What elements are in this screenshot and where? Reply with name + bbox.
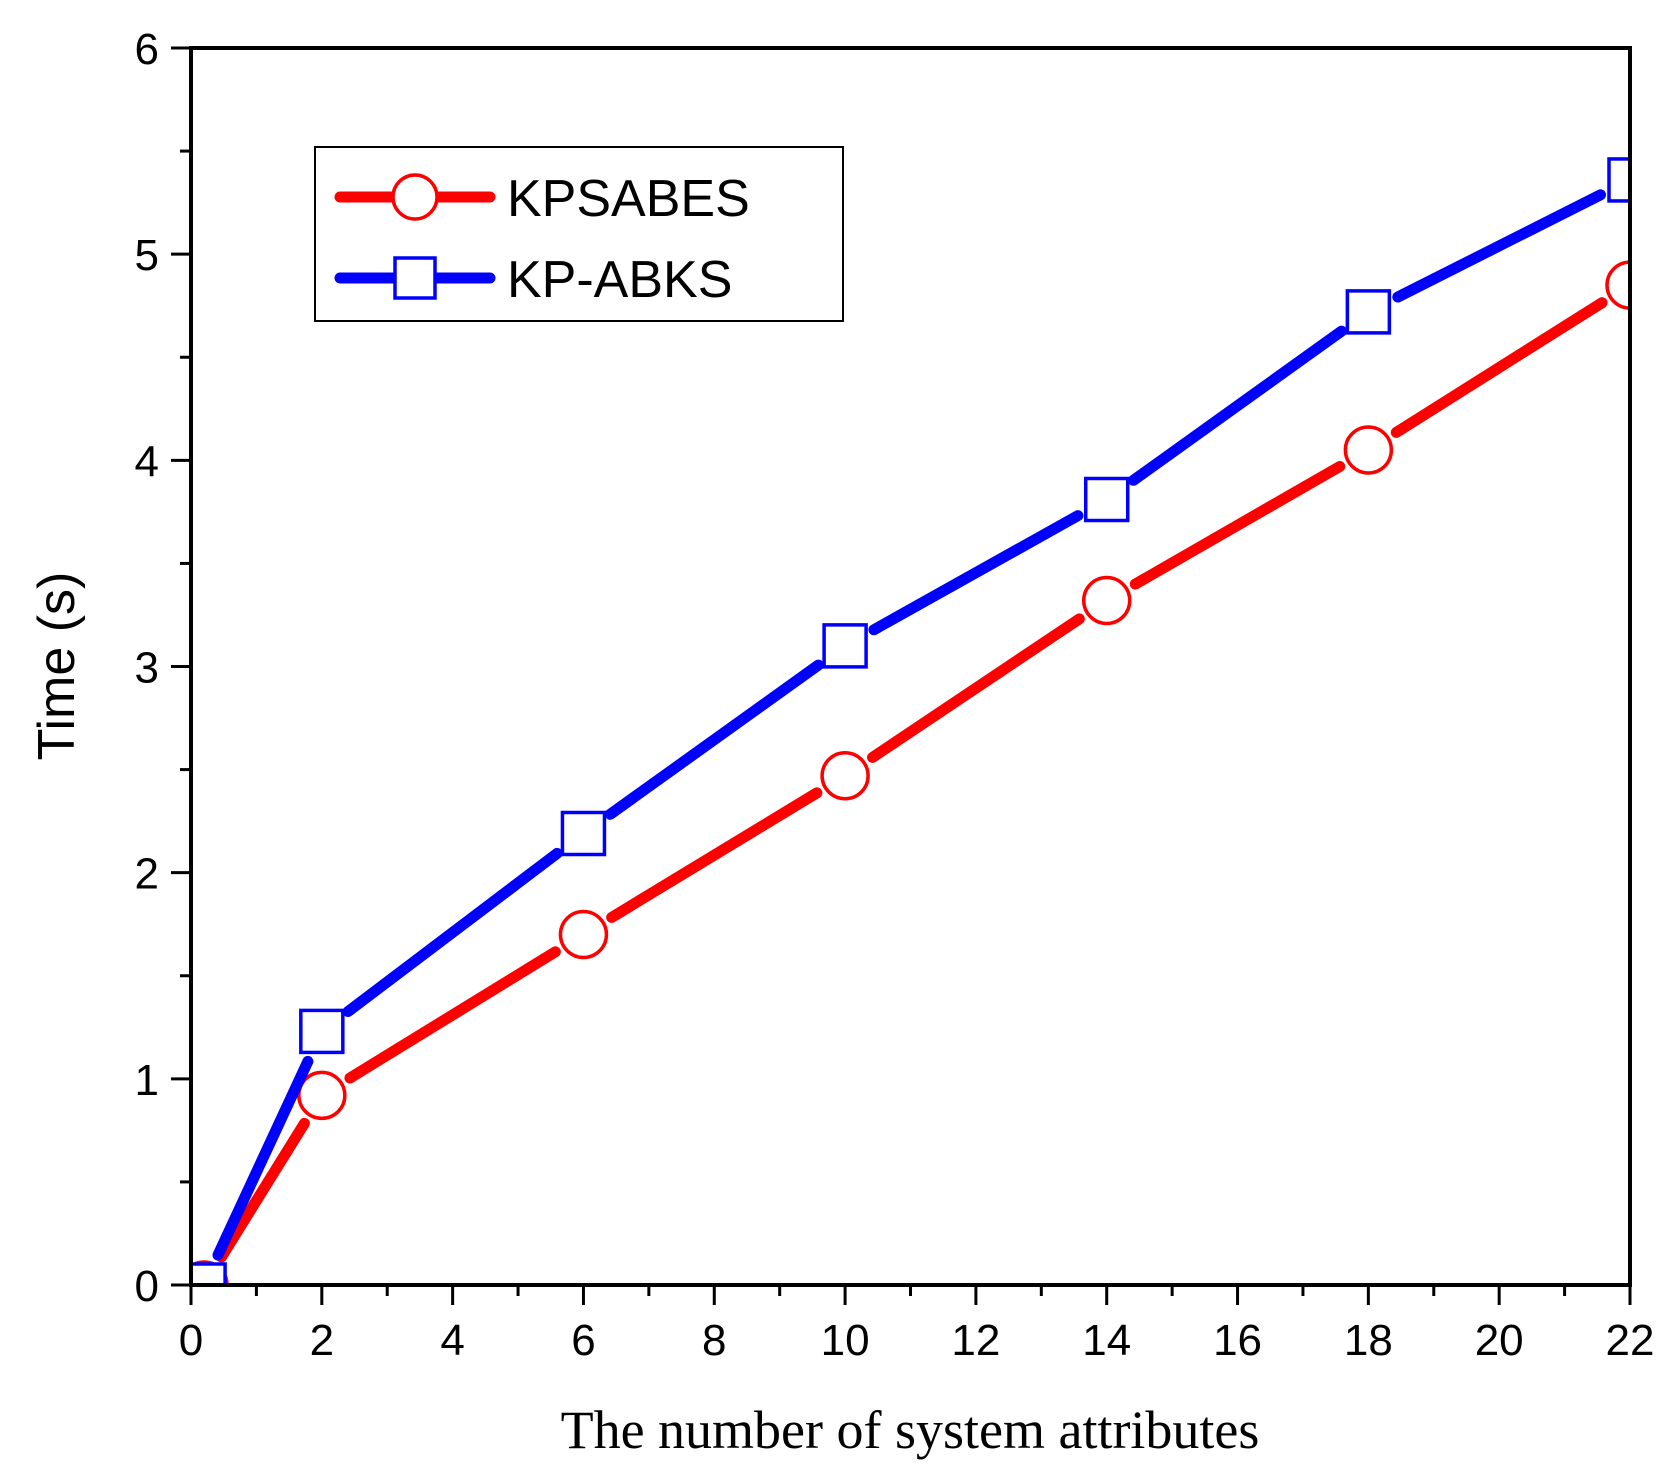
x-tick-label: 22 [1606, 1316, 1655, 1365]
y-tick-label: 5 [135, 231, 159, 280]
y-tick-label: 1 [135, 1056, 159, 1105]
data-point-square [1345, 289, 1392, 335]
y-tick-label: 2 [135, 850, 159, 899]
data-point-circle [297, 1070, 347, 1121]
x-tick-label: 14 [1082, 1316, 1131, 1365]
series-line-segment [215, 1117, 310, 1263]
data-point-circle [820, 751, 870, 801]
data-point-square [1607, 157, 1630, 203]
data-point-square [560, 810, 607, 857]
data-point-square [822, 623, 868, 669]
x-tick-label: 8 [702, 1316, 726, 1365]
y-tick-label: 4 [135, 437, 159, 486]
data-point-circle [1343, 425, 1394, 475]
x-tick-label: 4 [440, 1316, 464, 1365]
series-layer [191, 157, 1630, 1285]
data-point-square [299, 1008, 345, 1055]
y-tick-label: 0 [135, 1262, 159, 1311]
series-line-segment [867, 613, 1085, 763]
x-tick-label: 2 [310, 1316, 334, 1365]
series-line-segment [1129, 460, 1346, 590]
series-line-segment [604, 659, 824, 820]
series-line-segment [1390, 297, 1608, 438]
series-line-segment [344, 946, 561, 1084]
series-kp-abks [191, 157, 1630, 1285]
data-point-circle [558, 909, 609, 960]
y-axis-label: Time (s) [28, 572, 86, 761]
data-point-square [191, 1262, 227, 1285]
series-line-segment [212, 1055, 314, 1261]
legend: KPSABES KP-ABKS [314, 146, 844, 322]
legend-label-kp-abks: KP-ABKS [507, 251, 732, 309]
legend-label-kpsabes: KPSABES [507, 170, 750, 228]
legend-marker-square [393, 256, 437, 300]
x-tick-label: 12 [951, 1316, 1000, 1365]
x-tick-label: 0 [179, 1316, 203, 1365]
x-tick-label: 18 [1344, 1316, 1393, 1365]
y-tick-label: 6 [135, 25, 159, 74]
x-tick-label: 6 [571, 1316, 595, 1365]
series-line-segment [342, 847, 563, 1018]
series-kpsabes [191, 260, 1630, 1285]
x-tick-label: 16 [1213, 1316, 1262, 1365]
x-tick-label: 10 [821, 1316, 870, 1365]
series-line-segment [1392, 189, 1607, 303]
legend-marker-circle [391, 173, 439, 221]
y-tick-label: 3 [135, 644, 159, 693]
data-point-circle [1605, 260, 1630, 310]
series-line-segment [1128, 325, 1348, 486]
data-point-square [1083, 476, 1130, 523]
data-point-circle [1081, 575, 1132, 626]
series-line-segment [868, 510, 1084, 636]
x-tick-label: 20 [1475, 1316, 1524, 1365]
series-line-segment [606, 787, 823, 923]
x-axis-label: The number of system attributes [561, 1400, 1260, 1460]
